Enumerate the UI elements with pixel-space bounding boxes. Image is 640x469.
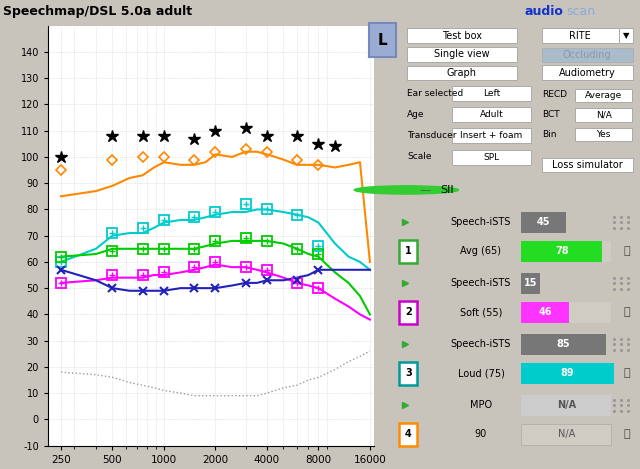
- Text: 〜: 〜: [623, 368, 630, 378]
- Text: 45: 45: [537, 217, 550, 227]
- Text: Graph: Graph: [447, 68, 477, 78]
- Text: RECD: RECD: [543, 91, 568, 99]
- Text: RITE: RITE: [570, 30, 591, 41]
- FancyBboxPatch shape: [452, 150, 531, 165]
- Text: Avg (65): Avg (65): [460, 246, 502, 257]
- Text: Ear selected: Ear selected: [407, 89, 463, 98]
- Text: 89: 89: [561, 368, 574, 378]
- Text: Test box: Test box: [442, 30, 482, 41]
- Text: SPL: SPL: [483, 152, 500, 162]
- Text: 46: 46: [538, 307, 552, 318]
- FancyBboxPatch shape: [399, 301, 417, 324]
- Text: Audiometry: Audiometry: [559, 68, 616, 77]
- FancyBboxPatch shape: [569, 302, 611, 323]
- FancyBboxPatch shape: [521, 334, 605, 355]
- Text: 4: 4: [405, 429, 412, 439]
- Text: 〜: 〜: [623, 246, 630, 257]
- FancyBboxPatch shape: [399, 240, 417, 263]
- FancyBboxPatch shape: [521, 241, 602, 262]
- FancyBboxPatch shape: [521, 424, 611, 445]
- Text: N/A: N/A: [557, 400, 576, 410]
- FancyBboxPatch shape: [541, 158, 633, 172]
- Text: scan: scan: [566, 5, 596, 18]
- FancyBboxPatch shape: [602, 241, 611, 262]
- Text: 〜: 〜: [623, 429, 630, 439]
- Text: Loss simulator: Loss simulator: [552, 160, 623, 170]
- Text: 3: 3: [405, 368, 412, 378]
- FancyBboxPatch shape: [521, 273, 540, 294]
- FancyBboxPatch shape: [399, 423, 417, 446]
- Text: Insert + foam: Insert + foam: [460, 131, 523, 140]
- Text: 90: 90: [475, 429, 487, 439]
- FancyBboxPatch shape: [521, 395, 611, 416]
- Text: SII: SII: [441, 185, 454, 195]
- FancyBboxPatch shape: [452, 107, 531, 122]
- Text: Soft (55): Soft (55): [460, 307, 502, 318]
- FancyBboxPatch shape: [541, 65, 633, 80]
- Text: Scale: Scale: [407, 152, 431, 161]
- FancyBboxPatch shape: [407, 47, 517, 62]
- Circle shape: [355, 186, 458, 194]
- Text: Loud (75): Loud (75): [458, 368, 504, 378]
- Text: 15: 15: [524, 278, 538, 288]
- FancyBboxPatch shape: [541, 28, 619, 43]
- Text: BCT: BCT: [543, 110, 560, 119]
- Text: —: —: [419, 185, 431, 195]
- Text: MPO: MPO: [470, 400, 492, 410]
- Text: Left: Left: [483, 89, 500, 98]
- Text: Age: Age: [407, 110, 424, 119]
- FancyBboxPatch shape: [521, 363, 614, 384]
- Text: N/A: N/A: [596, 111, 611, 120]
- Text: Speechmap/DSL 5.0a adult: Speechmap/DSL 5.0a adult: [3, 5, 193, 18]
- FancyBboxPatch shape: [575, 89, 632, 102]
- FancyBboxPatch shape: [452, 86, 531, 101]
- FancyBboxPatch shape: [399, 362, 417, 385]
- Text: ▼: ▼: [623, 31, 629, 40]
- FancyBboxPatch shape: [575, 108, 632, 121]
- Text: audio: audio: [525, 5, 564, 18]
- Text: Occluding: Occluding: [563, 50, 611, 60]
- Text: 85: 85: [557, 339, 570, 349]
- Text: Transducer: Transducer: [407, 131, 456, 140]
- FancyBboxPatch shape: [452, 129, 531, 144]
- Text: Speech-iSTS: Speech-iSTS: [451, 339, 511, 349]
- FancyBboxPatch shape: [575, 128, 632, 141]
- Text: Single view: Single view: [434, 50, 490, 60]
- Text: Yes: Yes: [596, 130, 611, 139]
- FancyBboxPatch shape: [521, 212, 566, 233]
- FancyBboxPatch shape: [407, 28, 517, 43]
- Text: Bin: Bin: [543, 130, 557, 139]
- Text: 78: 78: [555, 246, 569, 257]
- FancyBboxPatch shape: [407, 66, 517, 80]
- Text: 〜: 〜: [623, 307, 630, 318]
- Text: Adult: Adult: [479, 110, 504, 119]
- Text: Speech-iSTS: Speech-iSTS: [451, 217, 511, 227]
- Text: N/A: N/A: [557, 429, 575, 439]
- Text: L: L: [377, 33, 387, 48]
- Text: 2: 2: [405, 307, 412, 318]
- Text: Average: Average: [585, 91, 622, 100]
- FancyBboxPatch shape: [521, 302, 569, 323]
- Text: Speech-iSTS: Speech-iSTS: [451, 278, 511, 288]
- Text: 1: 1: [405, 246, 412, 257]
- FancyBboxPatch shape: [619, 28, 633, 43]
- FancyBboxPatch shape: [541, 48, 633, 62]
